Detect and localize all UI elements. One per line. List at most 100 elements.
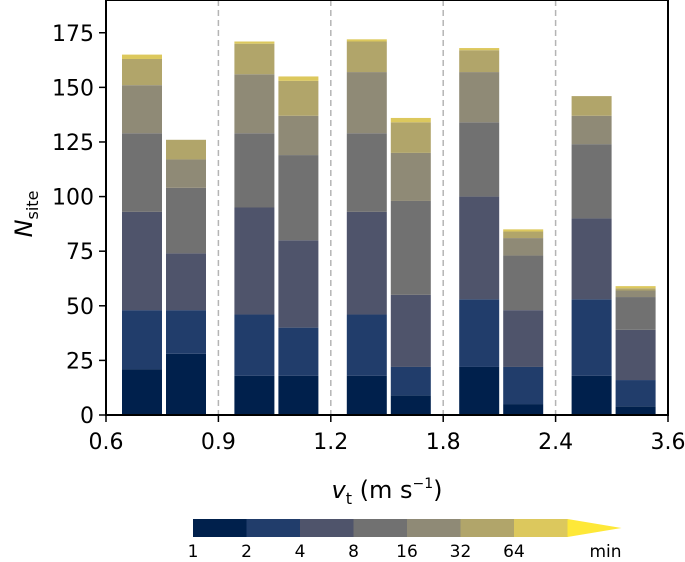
bar-stack bbox=[166, 139, 206, 415]
bar-segment bbox=[234, 43, 275, 75]
x-axis-title-main: v bbox=[331, 476, 346, 504]
bar-segment bbox=[615, 286, 656, 289]
bar-segment bbox=[346, 211, 387, 315]
bar-segment bbox=[390, 395, 431, 415]
colorbar-segment bbox=[300, 519, 354, 537]
bar-segment bbox=[234, 314, 275, 376]
bar-segment bbox=[390, 294, 431, 367]
bar-segment bbox=[615, 380, 656, 407]
bar-stack bbox=[571, 96, 612, 415]
colorbar-segment bbox=[407, 519, 461, 537]
bar-segment bbox=[615, 290, 656, 298]
bar-segment bbox=[278, 155, 319, 241]
bar-segment bbox=[234, 41, 275, 44]
bar-segment bbox=[571, 144, 612, 219]
colorbar-label: 2 bbox=[241, 542, 252, 562]
bar-segment bbox=[503, 238, 544, 256]
y-axis: 0 25 50 75 100 125 150 175 bbox=[52, 22, 106, 429]
colorbar-label: 32 bbox=[450, 542, 472, 562]
bar-segment bbox=[459, 366, 500, 415]
x-axis: 0.6 0.9 1.2 1.8 2.4 3.6 bbox=[89, 415, 685, 455]
bar-segment bbox=[122, 85, 162, 134]
bar-stack bbox=[234, 41, 275, 415]
bar-segment bbox=[234, 207, 275, 315]
y-tick-label: 25 bbox=[66, 349, 94, 374]
bar-segment bbox=[346, 39, 387, 42]
colorbar-segment bbox=[353, 519, 408, 537]
y-tick-label: 75 bbox=[66, 240, 94, 265]
x-tick-label: 2.4 bbox=[538, 430, 573, 455]
colorbar-label: 64 bbox=[503, 542, 525, 562]
bar-segment bbox=[615, 329, 656, 381]
bar-segment bbox=[459, 72, 500, 123]
bar-segment bbox=[615, 288, 656, 291]
bar-segment bbox=[278, 80, 319, 116]
bar-segment bbox=[390, 117, 431, 123]
bar-stack bbox=[459, 48, 500, 415]
x-axis-title-unit: (m s bbox=[352, 476, 413, 504]
bar-segment bbox=[459, 48, 500, 51]
x-tick-label: 3.6 bbox=[651, 430, 685, 455]
colorbar: 1 2 4 8 16 32 64 min bbox=[188, 519, 622, 562]
bar-segment bbox=[166, 159, 206, 188]
bar-segment bbox=[166, 139, 206, 160]
colorbar-label: 16 bbox=[396, 542, 418, 562]
x-axis-title-unit-close: ) bbox=[433, 476, 442, 504]
bar-stack bbox=[122, 54, 162, 415]
x-tick-label: 0.9 bbox=[201, 430, 236, 455]
bar-segment bbox=[278, 76, 319, 81]
x-axis-title-unit-exp: −1 bbox=[412, 476, 433, 492]
bar-segment bbox=[234, 133, 275, 208]
bar-segment bbox=[503, 404, 544, 415]
bars-layer bbox=[122, 39, 656, 415]
colorbar-unit: min bbox=[589, 542, 621, 562]
bar-segment bbox=[503, 310, 544, 367]
bar-stack bbox=[390, 117, 431, 415]
y-axis-title-main: N bbox=[10, 219, 38, 237]
bar-segment bbox=[122, 54, 162, 59]
y-tick-label: 50 bbox=[66, 295, 94, 320]
bar-segment bbox=[571, 96, 612, 116]
x-tick-label: 1.8 bbox=[426, 430, 461, 455]
bar-segment bbox=[459, 299, 500, 367]
y-tick-label: 175 bbox=[52, 22, 94, 47]
bar-segment bbox=[390, 366, 431, 396]
colorbar-segment bbox=[460, 519, 515, 537]
bar-segment bbox=[390, 122, 431, 153]
bar-stack bbox=[278, 76, 319, 415]
colorbar-label: 1 bbox=[188, 542, 199, 562]
bar-segment bbox=[122, 58, 162, 86]
bar-stack bbox=[615, 286, 656, 415]
bar-segment bbox=[166, 253, 206, 311]
bar-segment bbox=[122, 133, 162, 212]
bar-segment bbox=[346, 72, 387, 134]
colorbar-extend-arrow bbox=[567, 519, 622, 537]
bar-segment bbox=[571, 299, 612, 376]
bar-segment bbox=[390, 152, 431, 201]
bar-segment bbox=[122, 310, 162, 370]
bar-segment bbox=[571, 218, 612, 300]
bar-segment bbox=[278, 327, 319, 376]
bar-segment bbox=[571, 115, 612, 145]
bar-segment bbox=[346, 375, 387, 415]
bar-segment bbox=[278, 115, 319, 156]
bar-segment bbox=[615, 297, 656, 330]
bar-segment bbox=[571, 375, 612, 415]
y-tick-label: 0 bbox=[80, 404, 94, 429]
bar-segment bbox=[459, 196, 500, 300]
x-axis-title: vt (m s−1) bbox=[331, 476, 442, 508]
bar-segment bbox=[278, 375, 319, 415]
bar-segment bbox=[234, 375, 275, 415]
bar-segment bbox=[503, 366, 544, 405]
bar-segment bbox=[459, 50, 500, 73]
bar-segment bbox=[346, 133, 387, 212]
colorbar-label: 4 bbox=[295, 542, 306, 562]
bar-segment bbox=[166, 187, 206, 254]
bar-segment bbox=[122, 369, 162, 415]
colorbar-segment bbox=[246, 519, 301, 537]
colorbar-segment bbox=[193, 519, 247, 537]
y-axis-title: Nsite bbox=[10, 191, 42, 238]
colorbar-segment bbox=[514, 519, 568, 537]
bar-segment bbox=[503, 229, 544, 232]
